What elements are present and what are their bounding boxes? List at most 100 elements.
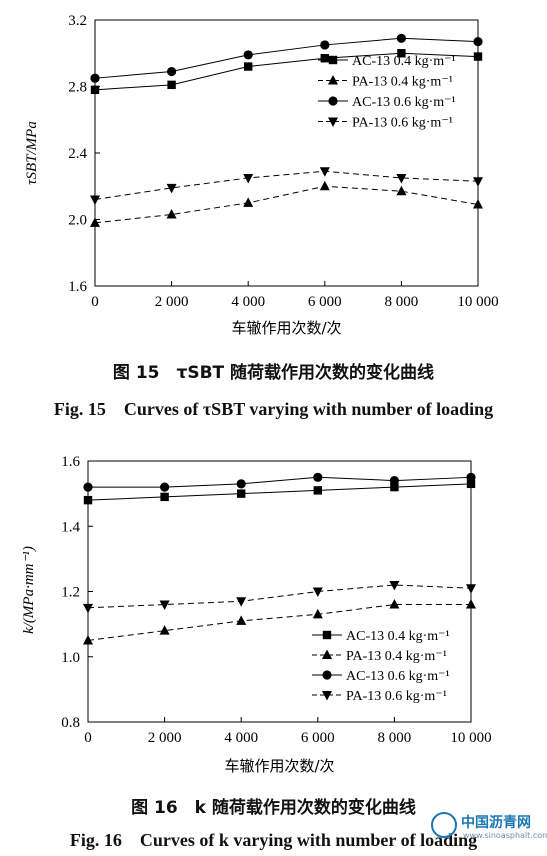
data-point-s1-1 xyxy=(159,625,170,635)
data-point-s0-2 xyxy=(237,489,246,498)
data-point-s0-1 xyxy=(167,80,176,90)
data-point-s2-1 xyxy=(167,66,177,77)
data-point-s1-4 xyxy=(396,185,407,196)
data-point-s0-3 xyxy=(320,54,329,63)
data-point-s0-5 xyxy=(473,52,483,61)
data-point-s2-2 xyxy=(236,479,246,489)
x-tick-label: 10 000 xyxy=(450,730,491,746)
series-line-1 xyxy=(87,604,471,641)
legend-label: AC-13 0.6 kg·m⁻¹ xyxy=(352,95,456,110)
y-tick-label: 2.0 xyxy=(68,213,87,229)
data-point-s3-4 xyxy=(389,580,400,591)
x-axis-label: 车辙作用次数/次 xyxy=(231,319,341,337)
legend-label: PA-13 0.6 kg·m⁻¹ xyxy=(346,689,447,704)
legend-marker xyxy=(322,670,332,680)
fig15-caption-en: Fig. 15 Curves of τSBT varying with numb… xyxy=(53,399,494,419)
y-tick-label: 1.2 xyxy=(61,585,80,601)
legend-label: AC-13 0.6 kg·m⁻¹ xyxy=(346,669,450,684)
y-tick-label: 2.8 xyxy=(68,80,87,96)
y-tick-label: 1.0 xyxy=(61,650,80,666)
data-point-s1-1 xyxy=(166,209,177,219)
watermark-text: 中国沥青网 xyxy=(461,815,531,831)
data-point-s3-5 xyxy=(473,177,483,187)
data-point-s3-1 xyxy=(166,183,177,194)
y-tick-label: 0.8 xyxy=(61,715,80,731)
y-tick-label: 1.6 xyxy=(68,279,87,295)
y-tick-label: 1.4 xyxy=(61,519,80,535)
data-point-s0-2 xyxy=(244,62,253,71)
data-point-s3-0 xyxy=(90,195,100,206)
series-line-3 xyxy=(94,170,479,201)
data-point-s0-0 xyxy=(83,495,93,505)
data-point-s2-1 xyxy=(160,482,170,492)
data-point-s2-0 xyxy=(90,73,100,83)
fig15-caption-cn: 图 15 τSBT 随荷载作用次数的变化曲线 xyxy=(112,363,435,383)
legend-marker xyxy=(328,96,338,106)
data-point-s1-5 xyxy=(466,599,476,609)
legend-marker xyxy=(328,117,338,127)
data-point-s3-5 xyxy=(466,584,476,594)
legend-marker xyxy=(322,649,332,659)
data-point-s1-0 xyxy=(83,634,93,645)
y-axis-label: τSBT/MPa xyxy=(24,121,40,185)
data-point-s2-0 xyxy=(83,482,93,492)
data-point-s3-3 xyxy=(312,587,323,597)
x-tick-label: 2 000 xyxy=(148,730,182,746)
fig16-caption-en: Fig. 16 Curves of k varying with number … xyxy=(69,830,478,850)
watermark-logo: 中国沥青网 www.sinoasphalt.com xyxy=(431,810,547,844)
watermark-url: www.sinoasphalt.com xyxy=(463,831,547,840)
x-tick-label: 0 xyxy=(84,730,92,746)
data-point-s2-5 xyxy=(466,472,476,482)
data-point-s2-5 xyxy=(473,37,483,47)
y-tick-label: 1.6 xyxy=(61,454,80,470)
data-point-s3-2 xyxy=(236,597,247,607)
x-tick-label: 8 000 xyxy=(385,294,419,310)
legend-marker xyxy=(322,630,332,640)
legend-label: AC-13 0.4 kg·m⁻¹ xyxy=(352,54,456,69)
fig16-caption-cn: 图 16 k 随荷载作用次数的变化曲线 xyxy=(131,798,416,818)
data-point-s1-4 xyxy=(389,599,400,609)
series-line-1 xyxy=(94,185,479,224)
x-tick-label: 4 000 xyxy=(231,294,265,310)
data-point-s2-2 xyxy=(243,50,253,60)
data-point-s3-3 xyxy=(319,167,330,177)
x-axis-label: 车辙作用次数/次 xyxy=(224,757,334,775)
y-axis-label: k/(MPa·mm⁻¹) xyxy=(21,546,37,634)
legend-marker xyxy=(328,75,338,85)
data-point-s2-4 xyxy=(389,475,399,486)
data-point-s1-0 xyxy=(90,217,100,227)
x-tick-label: 0 xyxy=(91,294,99,310)
series-line-0 xyxy=(87,483,472,501)
x-tick-label: 4 000 xyxy=(224,730,258,746)
y-tick-label: 2.4 xyxy=(68,146,87,162)
series-line-2 xyxy=(88,476,472,488)
series-line-3 xyxy=(87,584,472,609)
data-point-s0-5 xyxy=(466,479,476,489)
data-point-s2-3 xyxy=(320,40,330,50)
y-tick-label: 3.2 xyxy=(68,13,87,29)
legend-label: AC-13 0.4 kg·m⁻¹ xyxy=(346,629,450,644)
data-point-s1-2 xyxy=(243,197,254,207)
legend-label: PA-13 0.4 kg·m⁻¹ xyxy=(352,75,453,90)
legend-marker xyxy=(328,55,338,65)
legend-label: PA-13 0.6 kg·m⁻¹ xyxy=(352,116,453,131)
data-point-s1-5 xyxy=(473,199,483,209)
data-point-s1-3 xyxy=(319,180,330,191)
data-point-s3-4 xyxy=(396,173,407,184)
data-point-s1-2 xyxy=(236,615,247,625)
data-point-s3-2 xyxy=(243,173,254,184)
x-tick-label: 8 000 xyxy=(378,730,412,746)
data-point-s2-3 xyxy=(313,472,323,482)
data-point-s3-0 xyxy=(83,603,93,614)
series-line-0 xyxy=(94,52,479,91)
legend-label: PA-13 0.4 kg·m⁻¹ xyxy=(346,649,447,664)
globe-icon xyxy=(431,812,457,838)
data-point-s2-4 xyxy=(396,33,406,43)
x-tick-label: 6 000 xyxy=(308,294,342,310)
data-point-s0-0 xyxy=(90,85,100,95)
series-line-2 xyxy=(94,37,479,79)
data-point-s0-4 xyxy=(397,49,406,58)
data-point-s3-1 xyxy=(159,600,170,611)
